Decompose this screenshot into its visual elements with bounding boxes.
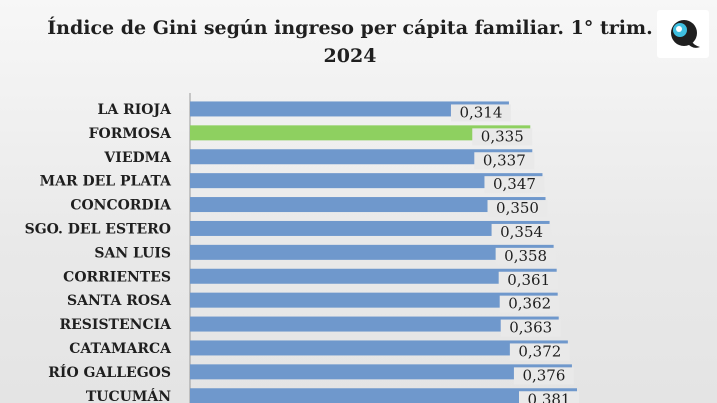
chat-bubble-logo-svg [671, 20, 700, 48]
value-label: 0,335 [481, 127, 524, 145]
bar-group: TUCUMÁN 0,381 [86, 387, 579, 403]
category-label: MAR DEL PLATA [40, 174, 173, 190]
chart-title-line-1: Índice de Gini según ingreso per cápita … [47, 17, 653, 39]
value-label-background [487, 200, 548, 218]
value-label: 0,372 [518, 342, 561, 360]
value-label: 0,381 [528, 390, 571, 403]
bar-group: CORRIENTES 0,361 [63, 268, 559, 289]
category-label: CORRIENTES [63, 269, 171, 285]
bar-group: SANTA ROSA 0,362 [67, 292, 560, 313]
category-label: SGO. DEL ESTERO [25, 221, 171, 237]
value-label-background [500, 319, 561, 337]
bar-group: LA RIOJA 0,314 [98, 101, 511, 122]
bar [190, 220, 550, 236]
bar [190, 268, 557, 284]
bar [190, 388, 577, 403]
value-label-background [498, 271, 559, 289]
bar [190, 340, 568, 356]
bar [190, 149, 533, 165]
bar [190, 101, 509, 117]
value-label: 0,361 [507, 271, 550, 289]
value-label-background [513, 367, 574, 385]
category-label: SAN LUIS [94, 245, 171, 261]
value-label: 0,362 [508, 295, 551, 313]
value-label: 0,347 [493, 175, 536, 193]
bar-group: SAN LUIS 0,358 [94, 244, 556, 265]
bar-group: MAR DEL PLATA 0,347 [40, 173, 545, 194]
chart-title: Índice de Gini según ingreso per cápita … [40, 14, 660, 70]
value-label-background [499, 295, 560, 313]
chart-title-line-2: 2024 [323, 45, 377, 67]
bar-group: SGO. DEL ESTERO 0,354 [25, 220, 552, 241]
bar [190, 173, 543, 189]
value-label: 0,358 [504, 247, 547, 265]
value-label-background [484, 176, 545, 194]
value-label: 0,376 [522, 366, 565, 384]
bar-group: CONCORDIA 0,350 [70, 197, 548, 218]
value-label-background [450, 104, 511, 122]
category-label: FORMOSA [89, 126, 173, 142]
bar-group: RESISTENCIA 0,363 [59, 316, 561, 337]
value-label-background [474, 152, 535, 170]
bar-group: FORMOSA 0,335 [89, 125, 533, 146]
bar [190, 197, 546, 213]
highlighted-bar [190, 125, 531, 141]
value-label: 0,314 [459, 103, 502, 121]
value-label-background [491, 223, 552, 241]
category-label: LA RIOJA [98, 102, 173, 118]
bar-group: RÍO GALLEGOS 0,376 [48, 363, 574, 385]
value-label-background [509, 343, 570, 361]
value-label: 0,363 [509, 319, 552, 337]
bar-group: CATAMARCA 0,372 [69, 340, 570, 361]
category-label: RESISTENCIA [59, 317, 172, 333]
value-label: 0,337 [483, 151, 526, 169]
category-label: VIEDMA [103, 150, 172, 166]
bar [190, 292, 558, 308]
bar [190, 244, 554, 260]
bar [190, 316, 559, 332]
category-label: CATAMARCA [69, 341, 172, 357]
value-label-background [519, 391, 579, 403]
value-label-background [495, 247, 556, 265]
category-label: TUCUMÁN [86, 387, 171, 403]
category-label: RÍO GALLEGOS [48, 363, 171, 381]
chat-bubble-logo-icon [657, 10, 709, 58]
bar [190, 364, 572, 380]
value-label: 0,354 [500, 223, 543, 241]
category-label: CONCORDIA [70, 198, 172, 214]
value-label-background [472, 128, 533, 146]
value-label: 0,350 [496, 199, 539, 217]
bar-group: VIEDMA 0,337 [103, 149, 535, 170]
category-label: SANTA ROSA [67, 293, 172, 309]
